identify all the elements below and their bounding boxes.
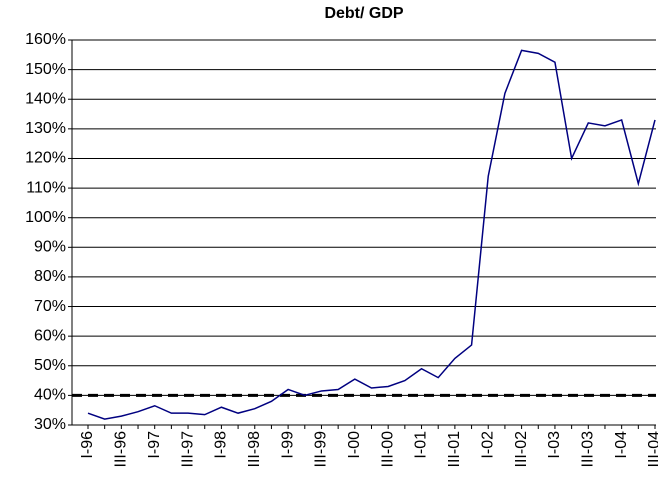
data-line — [87, 49, 656, 420]
y-tick-label: 130% — [25, 120, 66, 137]
x-tick-label: I-00 — [346, 431, 363, 459]
y-tick-label: 140% — [25, 90, 66, 107]
x-tick-label: I-97 — [146, 431, 163, 459]
x-tick-label: III-04 — [646, 431, 658, 468]
chart-title: Debt/ GDP — [324, 5, 403, 22]
x-tick-label: III-03 — [580, 431, 597, 468]
x-tick-label: III-96 — [113, 431, 130, 468]
x-tick-label: III-02 — [513, 431, 530, 468]
y-tick-label: 70% — [34, 298, 66, 315]
x-tick-label: III-00 — [379, 431, 396, 468]
x-tick-label: I-96 — [79, 431, 96, 459]
x-tick-label: I-03 — [546, 431, 563, 459]
y-tick-label: 60% — [34, 327, 66, 344]
y-tick-label: 120% — [25, 150, 66, 167]
x-tick-label: I-01 — [413, 431, 430, 459]
y-tick-label: 30% — [34, 416, 66, 433]
y-tick-label: 90% — [34, 239, 66, 256]
x-tick-label: III-98 — [246, 431, 263, 468]
x-tick-label: III-99 — [313, 431, 330, 468]
x-tick-label: I-99 — [279, 431, 296, 459]
y-tick-label: 110% — [26, 179, 66, 196]
y-tick-label: 100% — [25, 209, 66, 226]
y-tick-label: 40% — [34, 387, 66, 404]
y-tick-label: 150% — [25, 61, 66, 78]
x-tick-label: I-04 — [613, 431, 630, 459]
x-tick-label: I-98 — [213, 431, 230, 459]
x-tick-label: III-97 — [179, 431, 196, 468]
x-tick-label: III-01 — [446, 431, 463, 468]
y-tick-label: 160% — [25, 31, 66, 48]
x-tick-label: I-02 — [479, 431, 496, 459]
y-tick-label: 50% — [34, 357, 66, 374]
y-tick-label: 80% — [34, 268, 66, 285]
